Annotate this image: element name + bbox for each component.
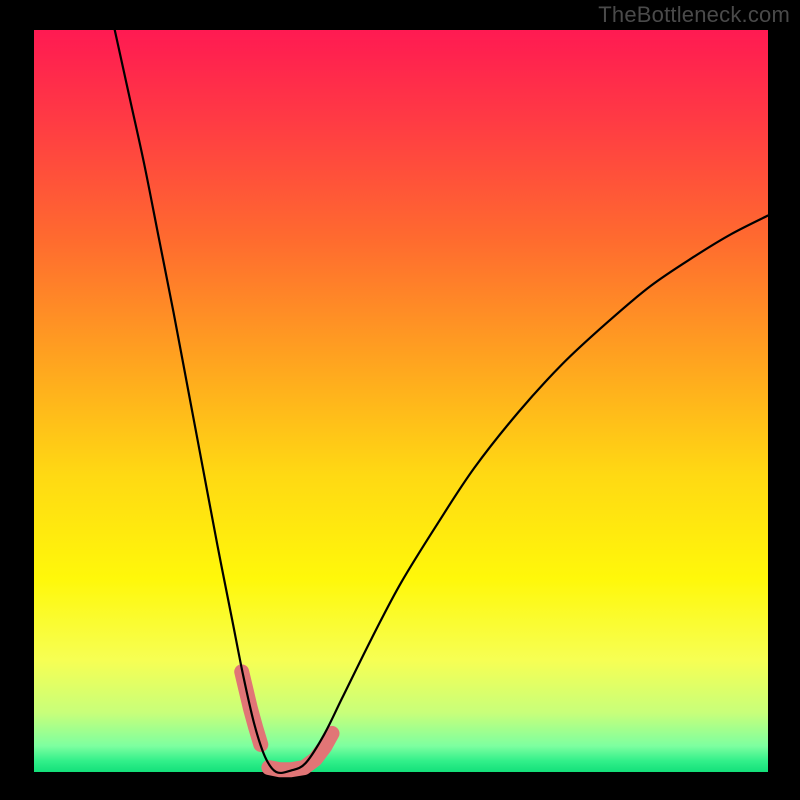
chart-stage: TheBottleneck.com xyxy=(0,0,800,800)
bottleneck-curve-chart xyxy=(0,0,800,800)
watermark-text: TheBottleneck.com xyxy=(598,2,790,28)
plot-background xyxy=(34,30,768,772)
